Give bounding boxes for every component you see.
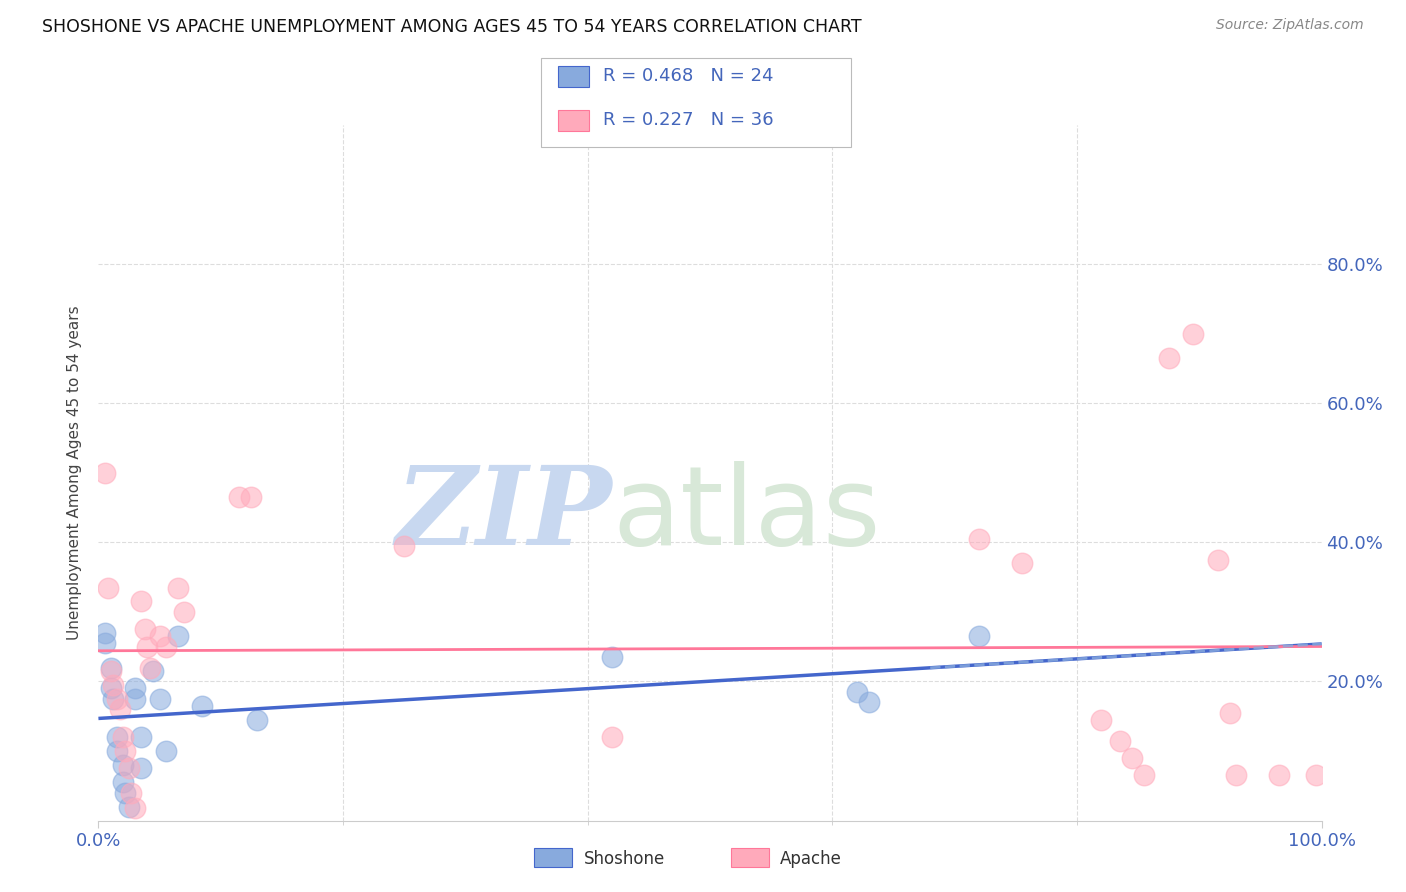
Point: [129, 730, 152, 744]
Point: [100, 660, 122, 674]
Point: [967, 532, 990, 546]
Point: [149, 692, 172, 706]
Point: [114, 786, 136, 800]
Text: R = 0.468   N = 24: R = 0.468 N = 24: [603, 67, 773, 85]
Point: [1206, 552, 1229, 567]
Point: [1157, 351, 1180, 365]
Point: [100, 681, 122, 696]
Point: [228, 490, 250, 504]
Point: [600, 650, 623, 665]
Point: [111, 775, 134, 789]
Point: [191, 698, 214, 713]
Text: atlas: atlas: [612, 461, 880, 568]
Point: [155, 640, 177, 654]
Point: [1219, 706, 1241, 720]
Point: [136, 640, 159, 654]
Point: [134, 623, 156, 637]
Point: [124, 801, 146, 815]
Point: [600, 730, 623, 744]
Point: [97, 581, 120, 595]
Text: Apache: Apache: [780, 850, 842, 868]
Point: [142, 664, 165, 678]
Point: [1182, 326, 1205, 341]
Point: [93, 636, 115, 650]
Point: [129, 594, 152, 608]
Point: [111, 758, 134, 772]
Point: [1121, 751, 1143, 765]
Point: [129, 761, 152, 775]
Point: [1133, 768, 1156, 782]
Point: [124, 681, 146, 696]
Point: [118, 761, 141, 775]
Point: [1090, 713, 1112, 727]
Point: [149, 629, 172, 643]
Point: [967, 629, 990, 643]
Point: [93, 625, 115, 640]
Point: [167, 581, 190, 595]
Point: [100, 664, 122, 678]
Point: [111, 730, 134, 744]
Point: [1011, 556, 1033, 570]
Point: [240, 490, 263, 504]
Point: [105, 692, 128, 706]
Point: [110, 702, 132, 716]
Point: [139, 660, 162, 674]
Point: [1305, 768, 1327, 782]
Point: [1268, 768, 1291, 782]
Text: R = 0.227   N = 36: R = 0.227 N = 36: [603, 111, 773, 128]
Point: [124, 692, 146, 706]
Point: [114, 744, 136, 758]
Text: ZIP: ZIP: [395, 461, 612, 568]
Point: [1225, 768, 1247, 782]
Point: [167, 629, 190, 643]
Y-axis label: Unemployment Among Ages 45 to 54 years: Unemployment Among Ages 45 to 54 years: [67, 305, 83, 640]
Point: [392, 539, 416, 553]
Point: [173, 605, 195, 619]
Point: [155, 744, 177, 758]
Point: [845, 685, 868, 699]
Point: [105, 730, 128, 744]
Point: [101, 692, 124, 706]
Text: SHOSHONE VS APACHE UNEMPLOYMENT AMONG AGES 45 TO 54 YEARS CORRELATION CHART: SHOSHONE VS APACHE UNEMPLOYMENT AMONG AG…: [42, 18, 862, 36]
Text: Source: ZipAtlas.com: Source: ZipAtlas.com: [1216, 18, 1364, 32]
Point: [246, 713, 269, 727]
Point: [101, 678, 124, 692]
Point: [105, 744, 128, 758]
Point: [1108, 733, 1130, 747]
Point: [93, 466, 115, 480]
Point: [120, 786, 142, 800]
Point: [118, 799, 141, 814]
Point: [858, 695, 880, 709]
Text: Shoshone: Shoshone: [583, 850, 665, 868]
